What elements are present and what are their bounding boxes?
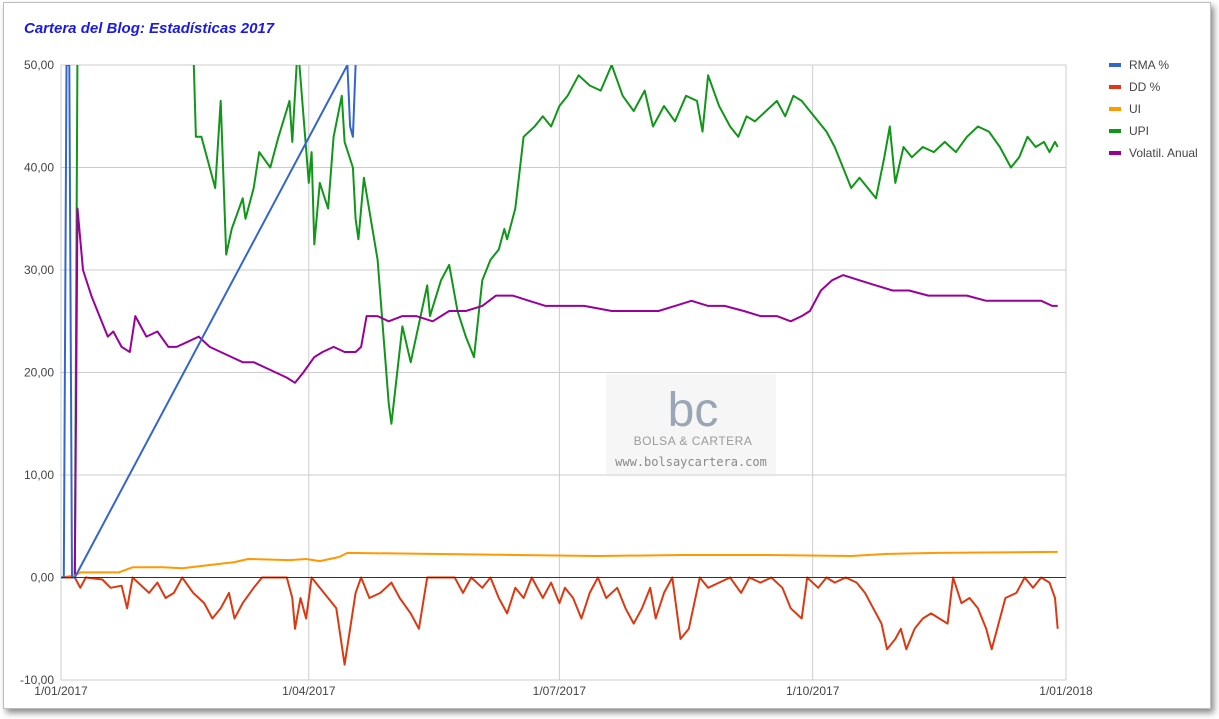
watermark-logo: bc [668,384,719,437]
series-line-upi [61,65,1059,579]
legend-item-upi[interactable]: UPI [1109,124,1149,138]
chart-title: Cartera del Blog: Estadísticas 2017 [24,20,275,37]
series-line-ui [61,550,1058,579]
watermark-name: BOLSA & CARTERA [634,434,753,448]
series-line-dd [61,576,1059,666]
watermark-url: www.bolsaycartera.com [615,455,767,469]
legend-swatch [1109,85,1121,89]
series-lines [61,65,1059,666]
legend-swatch [1109,63,1121,67]
series-line-rma [61,65,357,579]
legend-swatch [1109,107,1121,111]
legend-label: Volatil. Anual [1129,146,1198,160]
axes: 50,0040,0030,0020,0010,000,00-10,001/01/… [20,58,1093,698]
legend-label: DD % [1129,80,1161,94]
legend-item-ui[interactable]: UI [1109,102,1141,116]
x-tick-label: 1/07/2017 [533,684,587,698]
series-line-volatil-anual [73,207,1058,578]
plot-area-border [60,64,1067,681]
watermark-box [606,374,776,474]
y-tick-label: 20,00 [24,366,54,380]
x-tick-label: 1/01/2017 [34,684,88,698]
legend-label: RMA % [1129,58,1169,72]
x-tick-label: 1/04/2017 [282,684,336,698]
legend-label: UI [1129,102,1141,116]
y-tick-label: 40,00 [24,161,54,175]
legend-swatch [1109,129,1121,133]
y-tick-label: 0,00 [31,571,55,585]
watermark: bc BOLSA & CARTERA www.bolsaycartera.com [606,374,776,474]
legend-swatch [1109,151,1121,155]
legend-item-volatil-anual[interactable]: Volatil. Anual [1109,146,1198,160]
x-tick-label: 1/10/2017 [786,684,840,698]
chart-frame: Cartera del Blog: Estadísticas 2017 [3,2,1211,709]
y-tick-label: -10,00 [20,673,54,687]
y-tick-label: 50,00 [24,58,54,72]
legend-item-dd[interactable]: DD % [1109,80,1161,94]
legend-label: UPI [1129,124,1149,138]
legend-item-rma[interactable]: RMA % [1109,58,1169,72]
grid-lines [60,64,1067,681]
x-tick-label: 1/01/2018 [1039,684,1093,698]
legend[interactable]: RMA % DD % UI UPI Volatil. Anual [1109,58,1198,160]
y-tick-label: 30,00 [24,263,54,277]
y-tick-label: 10,00 [24,468,54,482]
